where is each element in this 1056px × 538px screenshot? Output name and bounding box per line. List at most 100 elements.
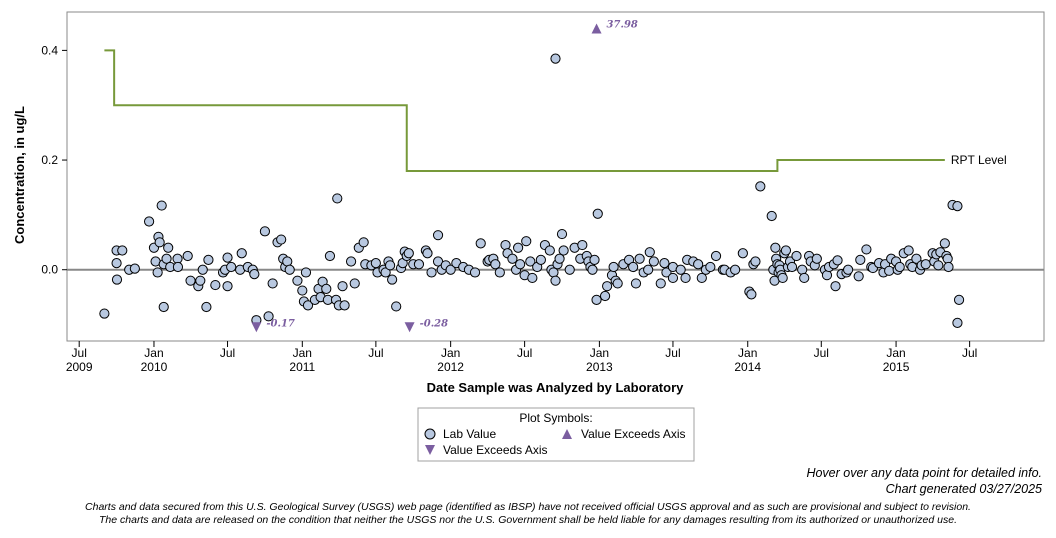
lab-value-point[interactable] bbox=[345, 256, 357, 267]
lab-value-point[interactable] bbox=[655, 278, 666, 289]
lab-value-point[interactable] bbox=[644, 247, 655, 258]
lab-value-point[interactable] bbox=[521, 236, 532, 247]
lab-value-point[interactable] bbox=[667, 272, 679, 284]
lab-value-point[interactable] bbox=[648, 256, 659, 267]
lab-value-point[interactable] bbox=[797, 264, 808, 275]
lab-value-point[interactable] bbox=[321, 283, 332, 295]
lab-value-point[interactable] bbox=[445, 264, 456, 275]
lab-value-point[interactable] bbox=[432, 230, 444, 241]
lab-value-point[interactable] bbox=[933, 260, 944, 271]
lab-value-point[interactable] bbox=[380, 267, 391, 278]
lab-value-point[interactable] bbox=[894, 261, 905, 273]
lab-value-point[interactable] bbox=[226, 261, 237, 273]
lab-value-point[interactable] bbox=[507, 253, 518, 264]
lab-value-point[interactable] bbox=[592, 208, 603, 219]
lab-value-point[interactable] bbox=[391, 301, 402, 312]
lab-value-point[interactable] bbox=[675, 264, 686, 275]
lab-value-point[interactable] bbox=[210, 279, 221, 291]
lab-value-point[interactable] bbox=[284, 264, 295, 275]
lab-value-point[interactable] bbox=[197, 264, 208, 275]
lab-value-point[interactable] bbox=[630, 278, 642, 289]
lab-value-point[interactable] bbox=[911, 253, 922, 264]
lab-value-point[interactable] bbox=[422, 248, 433, 259]
lab-value-point[interactable] bbox=[589, 254, 600, 265]
lab-value-point[interactable] bbox=[163, 242, 174, 253]
lab-value-point[interactable] bbox=[811, 253, 822, 264]
lab-value-point[interactable] bbox=[587, 264, 598, 275]
lab-value-point[interactable] bbox=[550, 53, 561, 64]
lab-value-point[interactable] bbox=[203, 254, 214, 265]
lab-value-point[interactable] bbox=[324, 250, 336, 262]
lab-value-point[interactable] bbox=[599, 290, 611, 302]
lab-value-point[interactable] bbox=[332, 193, 343, 204]
lab-value-point[interactable] bbox=[799, 272, 810, 284]
lab-value-point[interactable] bbox=[659, 258, 670, 269]
lab-value-point[interactable] bbox=[791, 250, 802, 262]
lab-value-point[interactable] bbox=[920, 259, 931, 270]
lab-value-point[interactable] bbox=[832, 255, 843, 266]
lab-value-point[interactable] bbox=[830, 281, 841, 292]
lab-value-point[interactable] bbox=[855, 254, 866, 265]
lab-value-point[interactable] bbox=[117, 245, 128, 256]
lab-value-point[interactable] bbox=[777, 272, 788, 284]
lab-value-point[interactable] bbox=[577, 239, 588, 251]
lab-value-point[interactable] bbox=[222, 252, 233, 263]
lab-value-point[interactable] bbox=[943, 261, 954, 273]
lab-value-point[interactable] bbox=[556, 228, 568, 240]
lab-value-point[interactable] bbox=[259, 226, 271, 237]
lab-value-point[interactable] bbox=[680, 272, 691, 284]
lab-value-point[interactable] bbox=[515, 259, 526, 270]
lab-value-points[interactable] bbox=[99, 53, 965, 329]
lab-value-point[interactable] bbox=[554, 253, 565, 264]
lab-value-point[interactable] bbox=[154, 237, 165, 248]
lab-value-point[interactable] bbox=[550, 275, 561, 286]
lab-value-point[interactable] bbox=[337, 281, 348, 292]
lab-value-point[interactable] bbox=[750, 256, 761, 267]
lab-value-point[interactable] bbox=[267, 278, 278, 289]
lab-value-point[interactable] bbox=[300, 267, 312, 278]
lab-value-point[interactable] bbox=[349, 278, 360, 289]
lab-value-point[interactable] bbox=[152, 267, 163, 278]
lab-value-point[interactable] bbox=[643, 264, 654, 275]
lab-value-point[interactable] bbox=[780, 245, 792, 256]
lab-value-point[interactable] bbox=[185, 275, 196, 286]
lab-value-point[interactable] bbox=[475, 238, 486, 249]
lab-value-point[interactable] bbox=[111, 258, 122, 269]
exceeds-axis-up-marker[interactable] bbox=[591, 23, 602, 34]
lab-value-point[interactable] bbox=[387, 274, 398, 285]
lab-value-point[interactable] bbox=[628, 261, 639, 273]
lab-value-point[interactable] bbox=[292, 275, 303, 286]
lab-value-point[interactable] bbox=[494, 267, 505, 278]
lab-value-point[interactable] bbox=[730, 264, 741, 275]
lab-value-point[interactable] bbox=[111, 274, 123, 285]
lab-value-point[interactable] bbox=[737, 248, 748, 259]
lab-value-point[interactable] bbox=[696, 272, 707, 284]
lab-value-point[interactable] bbox=[182, 250, 193, 262]
exceeds-axis-down-marker[interactable] bbox=[404, 322, 415, 333]
lab-value-point[interactable] bbox=[156, 200, 167, 211]
lab-value-point[interactable] bbox=[426, 267, 437, 278]
lab-value-point[interactable] bbox=[129, 263, 140, 274]
lab-value-point[interactable] bbox=[339, 300, 350, 311]
lab-value-point[interactable] bbox=[661, 267, 672, 278]
lab-value-point[interactable] bbox=[99, 308, 110, 319]
lab-value-point[interactable] bbox=[201, 301, 212, 313]
lab-value-point[interactable] bbox=[297, 285, 308, 296]
lab-value-point[interactable] bbox=[413, 259, 425, 270]
lab-value-point[interactable] bbox=[143, 216, 155, 227]
lab-value-point[interactable] bbox=[263, 311, 274, 322]
lab-value-point[interactable] bbox=[952, 201, 963, 212]
lab-value-point[interactable] bbox=[853, 271, 864, 282]
lab-value-point[interactable] bbox=[490, 259, 501, 270]
lab-value-point[interactable] bbox=[770, 242, 781, 253]
lab-value-point[interactable] bbox=[195, 275, 206, 286]
lab-value-point[interactable] bbox=[236, 248, 247, 259]
lab-value-point[interactable] bbox=[370, 258, 381, 269]
lab-value-point[interactable] bbox=[710, 250, 722, 262]
exceeds-axis-down-marker[interactable] bbox=[251, 322, 262, 333]
lab-value-point[interactable] bbox=[746, 289, 757, 300]
lab-value-point[interactable] bbox=[403, 248, 414, 259]
lab-value-point[interactable] bbox=[952, 317, 963, 329]
lab-value-point[interactable] bbox=[172, 261, 184, 273]
lab-value-point[interactable] bbox=[158, 301, 169, 313]
